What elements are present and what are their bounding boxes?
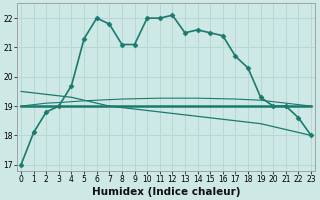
X-axis label: Humidex (Indice chaleur): Humidex (Indice chaleur) — [92, 187, 240, 197]
